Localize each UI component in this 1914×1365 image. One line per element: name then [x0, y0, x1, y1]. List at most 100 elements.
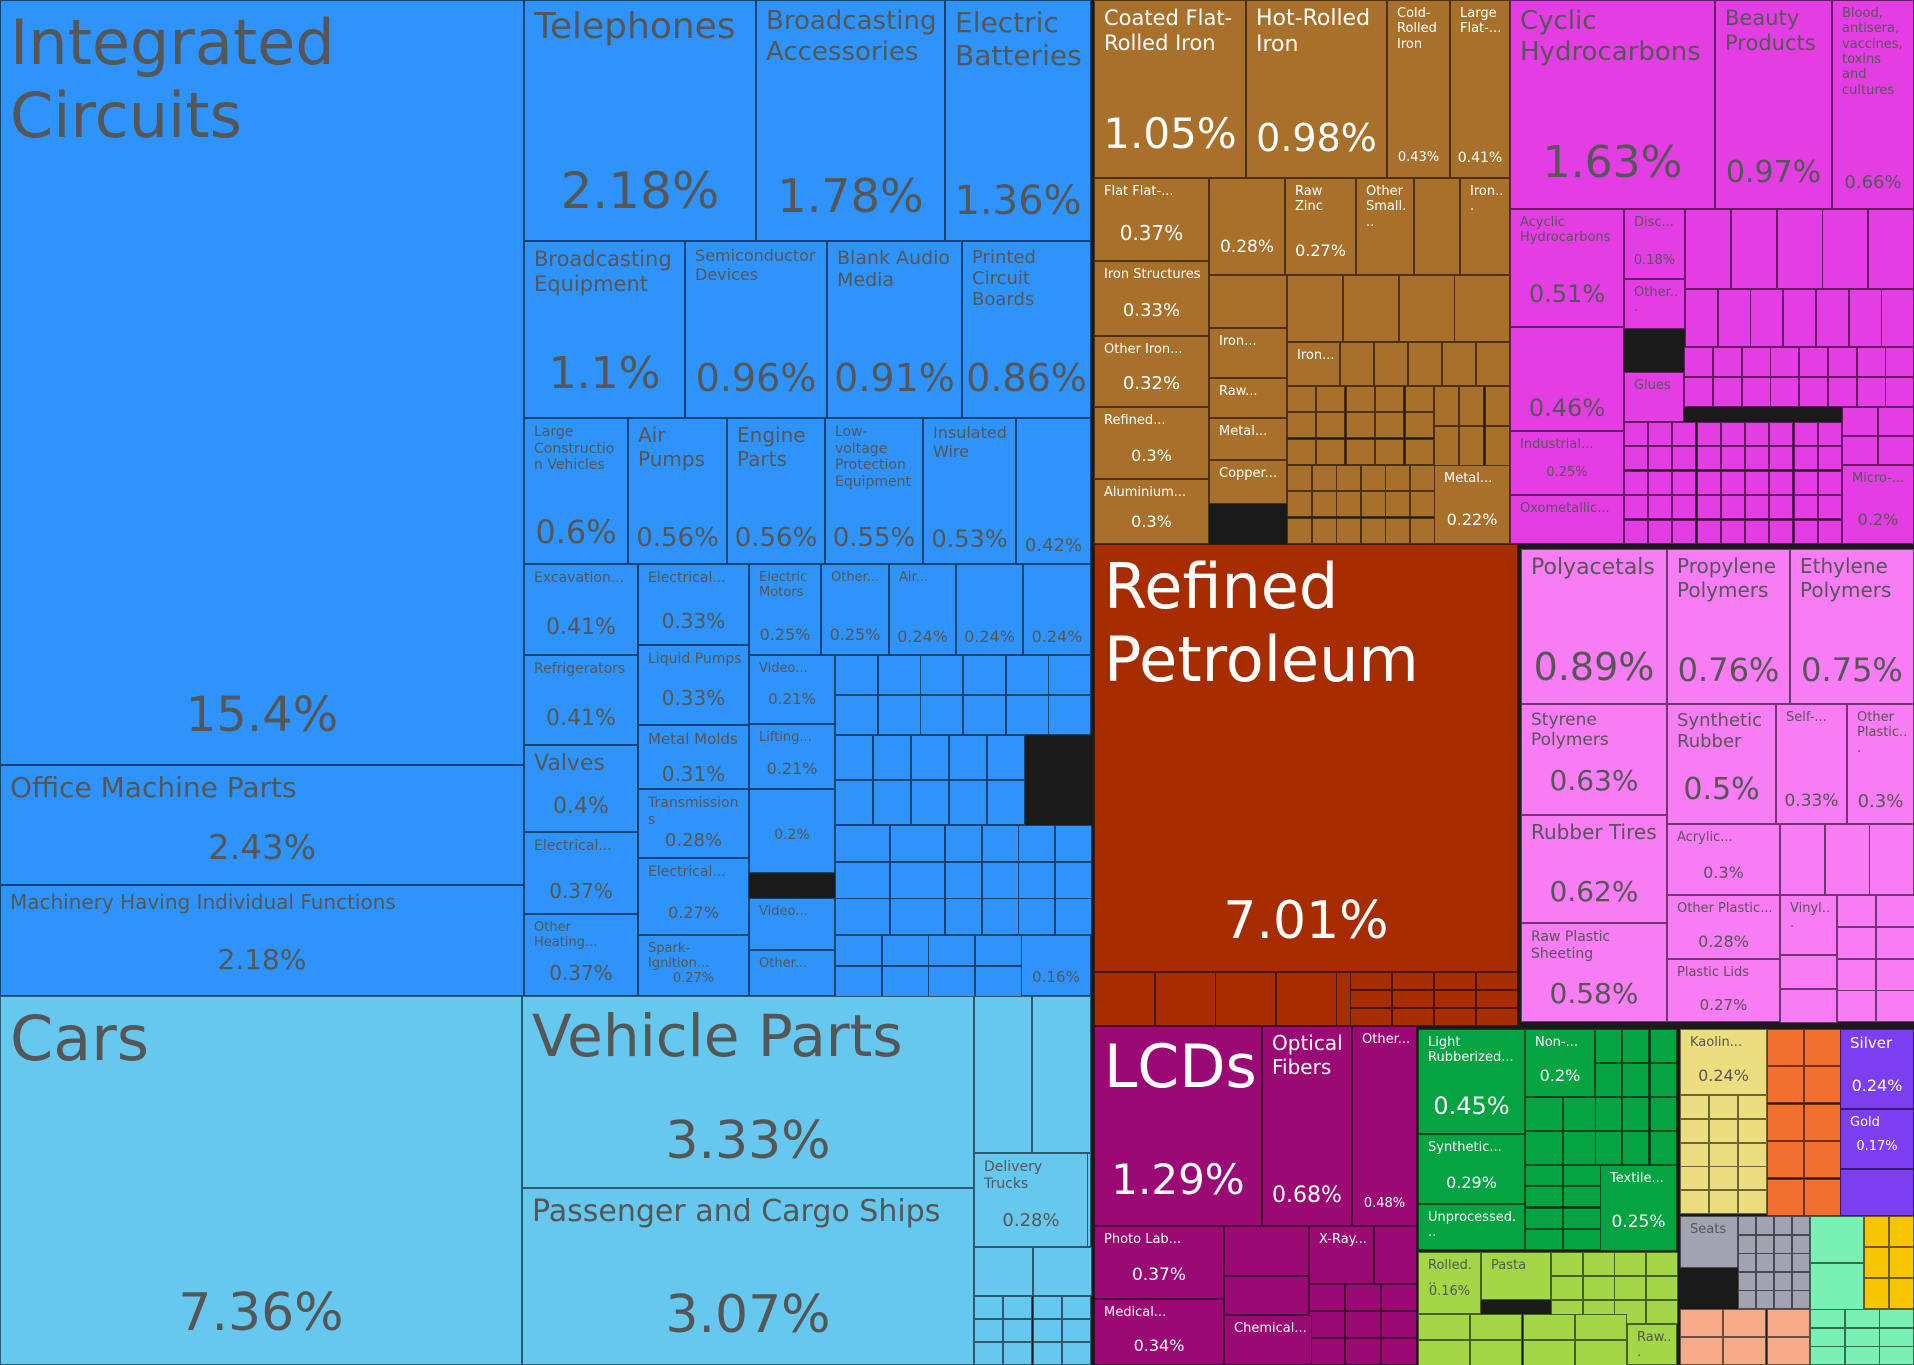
treemap-tile[interactable] [835, 935, 882, 966]
treemap-tile[interactable] [835, 966, 882, 997]
treemap-cell-refined[interactable]: Refined... 0.3% [1094, 407, 1209, 479]
treemap-tile[interactable] [1346, 386, 1375, 412]
treemap-tile[interactable] [1672, 495, 1696, 519]
treemap-tile[interactable] [1525, 1186, 1563, 1207]
treemap-tile[interactable] [1738, 1190, 1767, 1214]
treemap-tile[interactable] [1375, 386, 1404, 412]
treemap-tile[interactable] [963, 695, 1006, 735]
treemap-cell-seats[interactable]: Seats [1680, 1216, 1738, 1268]
treemap-tile[interactable] [1276, 972, 1337, 1026]
treemap-tile[interactable] [1215, 972, 1276, 1026]
treemap-tile[interactable] [1767, 1309, 1810, 1337]
treemap-tile[interactable] [1774, 1235, 1792, 1254]
treemap-tile[interactable] [1769, 422, 1793, 446]
treemap-tile[interactable] [1792, 1272, 1810, 1291]
treemap-tile[interactable] [1410, 518, 1435, 544]
treemap-tile[interactable] [1385, 518, 1410, 544]
treemap-tile[interactable] [1346, 439, 1375, 465]
treemap-tile[interactable] [1769, 471, 1793, 495]
treemap-tile[interactable] [1837, 959, 1876, 991]
treemap-cell-metal[interactable]: Metal... 0.22% [1434, 465, 1510, 544]
treemap-tile[interactable] [1381, 1311, 1417, 1338]
treemap-cell-valves[interactable]: Valves 0.4% [524, 745, 638, 832]
treemap-tile[interactable] [1583, 1276, 1615, 1300]
treemap-tile[interactable] [1804, 1141, 1841, 1178]
treemap-tile[interactable] [1738, 1143, 1767, 1167]
treemap-tile[interactable] [1840, 1169, 1914, 1216]
treemap-tile[interactable] [1525, 1165, 1563, 1186]
treemap-tile[interactable] [1340, 342, 1374, 386]
treemap-tile[interactable] [1646, 1252, 1678, 1276]
treemap-tile[interactable] [1837, 990, 1876, 1022]
treemap-cell-kaolin[interactable]: Kaolin... 0.24% [1680, 1029, 1767, 1095]
treemap-tile[interactable] [1680, 1309, 1723, 1337]
treemap-tile[interactable] [928, 935, 975, 966]
treemap-tile[interactable] [1794, 446, 1818, 470]
treemap-tile[interactable] [1745, 471, 1769, 495]
treemap-cell-video[interactable]: Video... [749, 898, 835, 950]
treemap-tile[interactable] [1485, 386, 1510, 426]
treemap-tile[interactable] [982, 825, 1019, 862]
treemap-tile[interactable] [1442, 342, 1476, 386]
treemap-tile[interactable] [1470, 1340, 1522, 1365]
treemap-tile[interactable] [1885, 347, 1914, 377]
treemap-tile[interactable] [1738, 1253, 1756, 1272]
treemap-cell-rubber-tires[interactable]: Rubber Tires 0.62% [1521, 815, 1667, 923]
treemap-tile[interactable] [1055, 862, 1092, 899]
treemap-tile[interactable] [1224, 1226, 1309, 1276]
treemap-tile[interactable] [1350, 972, 1392, 990]
treemap-tile[interactable] [920, 655, 963, 695]
treemap-tile[interactable] [1523, 1340, 1575, 1365]
treemap-tile[interactable] [1018, 898, 1055, 935]
treemap-tile[interactable] [835, 898, 890, 935]
treemap-cell-textile[interactable]: Textile... 0.25% [1600, 1165, 1677, 1251]
treemap-tile[interactable] [1713, 347, 1742, 377]
treemap-tile[interactable] [1680, 1190, 1709, 1214]
treemap-tile[interactable] [1595, 1131, 1622, 1165]
treemap-tile[interactable] [1224, 1276, 1309, 1315]
treemap-tile[interactable] [1792, 1216, 1810, 1235]
treemap-tile[interactable] [1810, 1309, 1845, 1328]
treemap-cell-unprocessed[interactable]: Unprocessed... [1418, 1204, 1525, 1250]
treemap-tile[interactable] [1721, 520, 1745, 544]
treemap-tile[interactable] [1062, 1342, 1091, 1365]
treemap-tile[interactable] [1738, 1166, 1767, 1190]
treemap-cell-ethylene-polymers[interactable]: Ethylene Polymers 0.75% [1790, 549, 1914, 704]
treemap-tile[interactable] [1738, 1235, 1756, 1254]
treemap-tile[interactable] [1794, 520, 1818, 544]
treemap-cell-transmissions[interactable]: Transmissions 0.28% [638, 789, 749, 858]
treemap-tile[interactable] [1745, 446, 1769, 470]
treemap-tile[interactable] [1876, 895, 1914, 927]
treemap-tile[interactable] [1405, 412, 1434, 438]
treemap-tile[interactable] [1816, 289, 1849, 347]
treemap-tile[interactable] [1738, 1290, 1756, 1309]
treemap-tile[interactable] [1774, 1253, 1792, 1272]
treemap-tile[interactable] [1878, 436, 1914, 465]
treemap-cell-photo-lab[interactable]: Photo Lab... 0.37% [1094, 1226, 1224, 1299]
treemap-cell-insulated-wire[interactable]: Insulated Wire 0.53% [923, 418, 1016, 564]
treemap-tile[interactable] [1622, 1029, 1649, 1063]
treemap-cell-refined-petroleum[interactable]: Refined Petroleum 7.01% [1094, 544, 1518, 972]
treemap-tile[interactable] [928, 966, 975, 997]
treemap-tile[interactable] [1018, 825, 1055, 862]
treemap-tile[interactable] [1062, 1319, 1091, 1342]
treemap-cell-x-ray[interactable]: X-Ray... [1309, 1226, 1374, 1284]
treemap-tile[interactable] [974, 1296, 1003, 1319]
treemap-tile[interactable] [1003, 1296, 1032, 1319]
treemap-cell-electric-batteries[interactable]: Electric Batteries 1.36% [945, 0, 1091, 241]
treemap-tile[interactable] [1563, 1097, 1601, 1131]
treemap-tile[interactable] [873, 780, 911, 825]
treemap-tile[interactable] [1742, 347, 1771, 377]
treemap-cell-medical[interactable]: Medical... 0.34% [1094, 1299, 1224, 1365]
treemap-cell-polyacetals[interactable]: Polyacetals 0.89% [1521, 549, 1667, 704]
treemap-tile[interactable] [975, 935, 1022, 966]
treemap-tile[interactable] [1563, 1208, 1601, 1229]
treemap-tile[interactable] [1879, 1346, 1914, 1365]
treemap-tile[interactable] [1783, 289, 1816, 347]
treemap-tile[interactable] [1622, 1097, 1649, 1131]
treemap-tile[interactable] [1713, 377, 1742, 407]
treemap-tile[interactable] [1889, 1278, 1914, 1309]
treemap-tile[interactable] [1879, 1328, 1914, 1347]
treemap-cell-office-machine-parts[interactable]: Office Machine Parts 2.43% [0, 765, 524, 885]
treemap-cell-propylene-polymers[interactable]: Propylene Polymers 0.76% [1667, 549, 1790, 704]
